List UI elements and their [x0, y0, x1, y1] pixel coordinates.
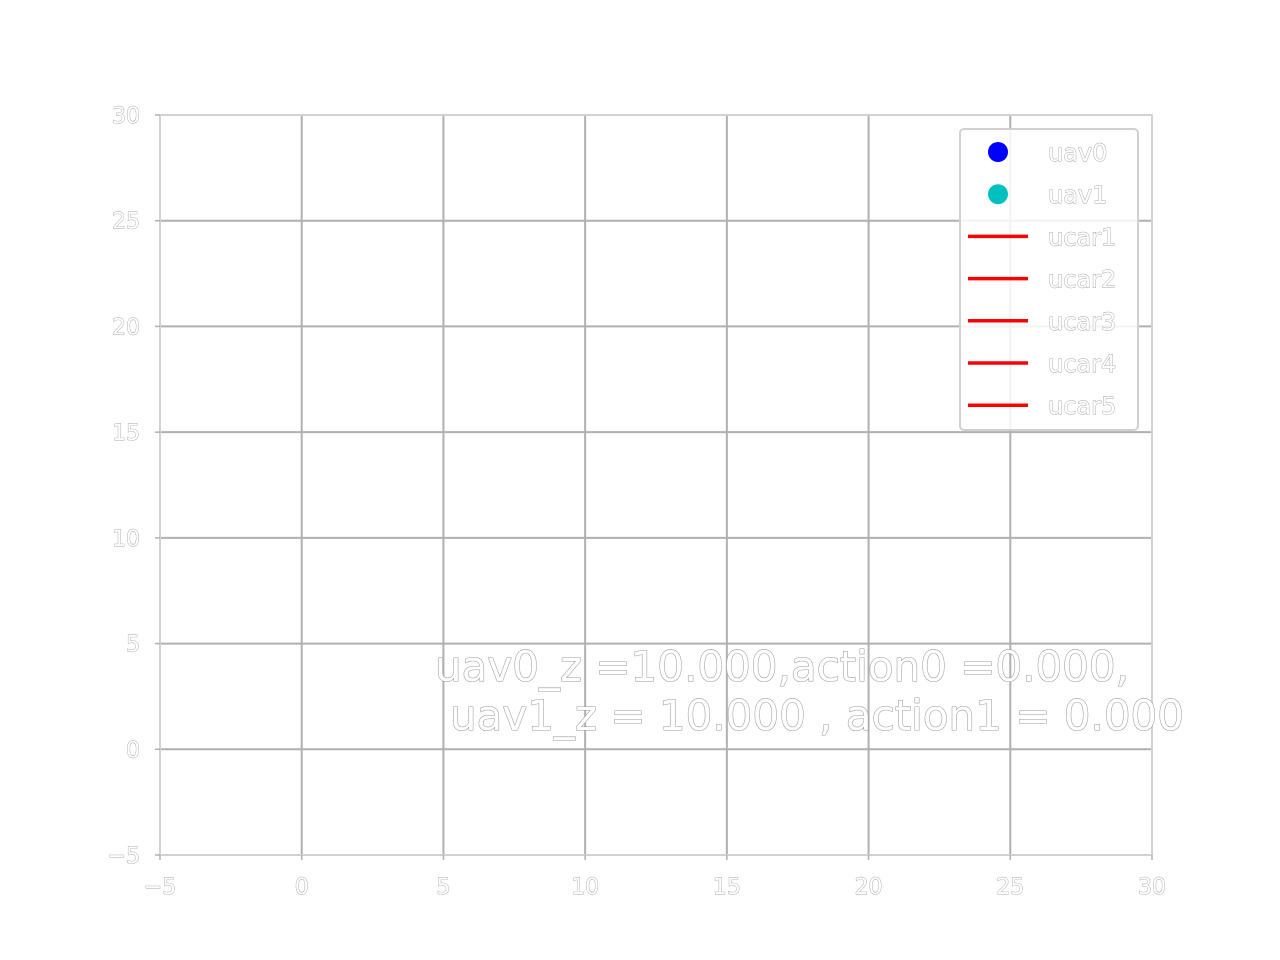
y-tick-label: 10	[112, 527, 140, 552]
legend-entry-uav0: uav0	[988, 139, 1108, 167]
legend-label-uav1: uav1	[1048, 181, 1107, 209]
x-tick-label: 20	[855, 875, 883, 900]
annotation-line-2: uav1_z = 10.000 , action1 = 0.000	[450, 691, 1184, 740]
legend-entry-ucar4: ucar4	[968, 350, 1117, 378]
legend: uav0 uav1 ucar1 ucar2 ucar3 ucar4 ucar5	[959, 128, 1139, 431]
x-tick-label: −5	[144, 875, 176, 900]
legend-label-ucar5: ucar5	[1048, 392, 1116, 420]
x-tick-label: 10	[571, 875, 599, 900]
legend-entry-ucar5: ucar5	[968, 392, 1117, 421]
legend-entry-uav1: uav1	[988, 181, 1108, 210]
y-tick-label: 15	[112, 421, 140, 446]
legend-label-uav0: uav0	[1048, 139, 1107, 167]
legend-marker-uav1	[988, 184, 1008, 205]
y-tick-label: −5	[108, 844, 140, 869]
y-tick-label: 20	[112, 315, 140, 340]
x-tick-label: 0	[295, 875, 309, 900]
annotation: uav0_z =10.000,action0 =0.000, uav1_z = …	[434, 641, 1184, 740]
legend-entry-ucar3: ucar3	[968, 307, 1117, 336]
legend-label-ucar4: ucar4	[1048, 350, 1116, 378]
y-tick-label: 5	[126, 633, 140, 658]
legend-marker-uav0	[988, 142, 1008, 162]
x-tick-label: 25	[996, 875, 1024, 900]
legend-label-ucar2: ucar2	[1048, 266, 1116, 294]
x-tick-label: 15	[713, 875, 741, 900]
y-tick-label: 25	[112, 210, 140, 235]
legend-box	[959, 128, 1139, 431]
x-tick-label: 30	[1138, 875, 1166, 900]
y-tick-label: 30	[112, 104, 140, 129]
ticks: −5 0 5 10 15 20 25 30 −5 0 5 10 15 20 25 30	[107, 104, 1166, 901]
legend-entry-ucar1: ucar1	[968, 223, 1117, 252]
legend-label-ucar1: ucar1	[1048, 223, 1116, 251]
x-tick-label: 5	[436, 875, 450, 900]
legend-entry-ucar2: ucar2	[968, 265, 1117, 294]
annotation-line-1: uav0_z =10.000,action0 =0.000,	[435, 642, 1129, 691]
y-tick-label: 0	[126, 738, 140, 763]
legend-label-ucar3: ucar3	[1048, 308, 1116, 336]
plot-frame	[159, 114, 1153, 856]
legend-entries: uav0 uav1 ucar1 ucar2 ucar3 ucar4 ucar5	[968, 139, 1117, 421]
